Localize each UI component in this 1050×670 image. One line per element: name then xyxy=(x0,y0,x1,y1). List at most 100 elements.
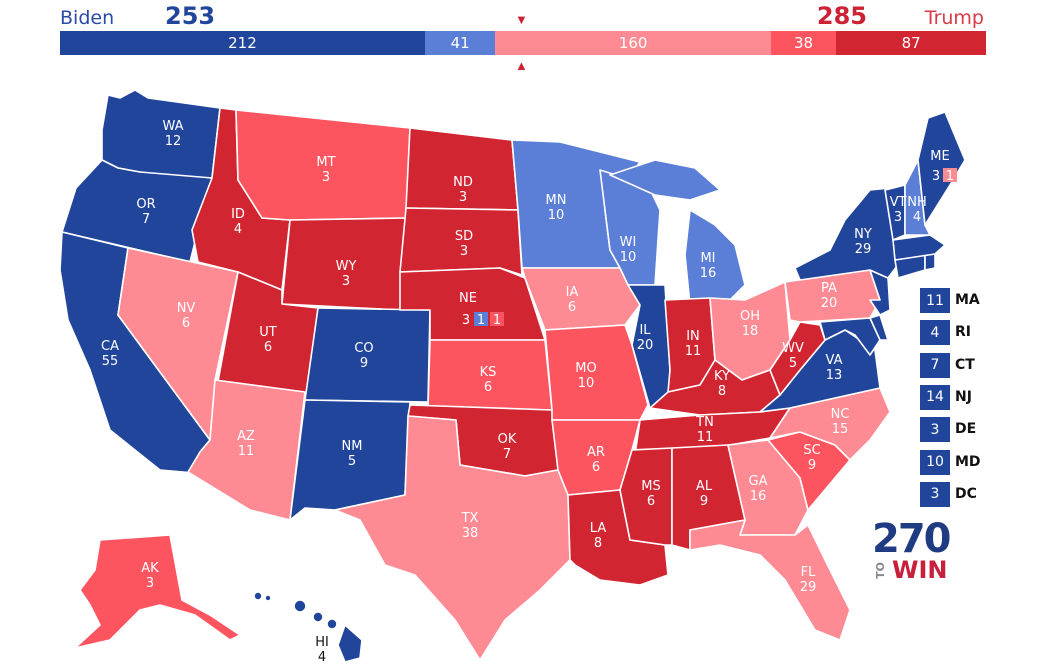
state-label-sd: SD xyxy=(455,229,473,244)
state-label-hi: HI xyxy=(315,635,329,650)
state-ev-sd: 3 xyxy=(460,244,468,259)
state-label-ks: KS xyxy=(480,365,497,380)
state-tx[interactable] xyxy=(334,415,571,661)
state-label-nh: NH xyxy=(907,195,927,210)
state-ev-tn: 11 xyxy=(697,430,714,445)
state-label-ky: KY xyxy=(714,369,730,384)
state-mi[interactable] xyxy=(684,209,746,306)
state-hi[interactable] xyxy=(253,591,363,663)
ne-district-box-rep[interactable] xyxy=(490,312,504,326)
state-label-oh: OH xyxy=(740,309,760,324)
state-ev-ky: 8 xyxy=(718,384,726,399)
state-label-ca: CA xyxy=(101,339,119,354)
bar-segment-lean-dem[interactable]: 41 xyxy=(424,31,496,55)
trump-name: Trump xyxy=(924,7,984,29)
state-label-nv: NV xyxy=(177,301,196,316)
small-state-abbr-dc: DC xyxy=(955,485,977,502)
state-ma[interactable] xyxy=(892,234,946,261)
midpoint-down-triangle-icon: ▼ xyxy=(515,12,528,27)
state-ev-wa: 12 xyxy=(165,134,182,149)
state-label-wa: WA xyxy=(162,119,183,134)
small-state-ev-md[interactable]: 10 xyxy=(920,449,950,475)
me-district-box-rep[interactable] xyxy=(943,168,957,182)
state-label-me: ME xyxy=(930,149,949,164)
state-label-tn: TN xyxy=(695,415,714,430)
state-sd[interactable] xyxy=(399,207,523,276)
small-state-ev-dc[interactable]: 3 xyxy=(920,481,950,507)
bar-segment-safe-rep[interactable]: 87 xyxy=(836,31,986,55)
state-ia[interactable] xyxy=(521,267,641,331)
state-ev-ne: 3 xyxy=(462,313,470,328)
small-state-ev-ct[interactable]: 7 xyxy=(920,352,950,378)
state-label-in: IN xyxy=(686,329,700,344)
state-label-ny: NY xyxy=(854,227,872,242)
state-label-il: IL xyxy=(639,323,651,338)
electoral-vote-bar: 212 41 160 38 87 xyxy=(60,31,986,55)
state-ev-mi: 16 xyxy=(700,266,717,281)
state-ev-va: 13 xyxy=(826,368,843,383)
state-label-ok: OK xyxy=(498,432,517,447)
state-label-ar: AR xyxy=(587,445,605,460)
state-ev-tx: 38 xyxy=(462,526,479,541)
state-mo[interactable] xyxy=(544,324,649,421)
state-ev-ks: 6 xyxy=(484,380,492,395)
state-label-az: AZ xyxy=(237,429,255,444)
bar-segment-lean-rep[interactable]: 160 xyxy=(495,31,771,55)
ne-district-box-dem[interactable] xyxy=(474,312,488,326)
state-label-vt: VT xyxy=(890,195,907,210)
small-state-abbr-ma: MA xyxy=(955,292,980,308)
state-label-wy: WY xyxy=(336,259,357,274)
state-ev-nd: 3 xyxy=(459,190,467,205)
bar-segment-label: 87 xyxy=(901,34,921,52)
state-label-ga: GA xyxy=(749,474,768,489)
state-ri[interactable] xyxy=(924,253,936,271)
state-label-mn: MN xyxy=(546,193,567,208)
state-label-nc: NC xyxy=(831,407,850,422)
state-ev-la: 8 xyxy=(594,536,602,551)
biden-electoral-total: 253 xyxy=(165,2,216,30)
state-mi-upper-peninsula[interactable] xyxy=(609,159,721,201)
me-district-ev: 1 xyxy=(946,169,954,184)
state-label-wi: WI xyxy=(620,235,637,250)
state-ev-ia: 6 xyxy=(568,300,576,315)
state-label-nm: NM xyxy=(342,439,363,454)
state-ev-oh: 18 xyxy=(742,324,759,339)
small-state-ev-de[interactable]: 3 xyxy=(920,417,950,443)
small-state-ev-ri[interactable]: 4 xyxy=(920,320,950,346)
state-label-wv: WV xyxy=(782,341,804,356)
state-ev-wi: 10 xyxy=(620,250,637,265)
state-ev-me: 3 xyxy=(932,169,940,184)
state-de[interactable] xyxy=(869,314,889,341)
state-az[interactable] xyxy=(187,379,306,521)
state-label-sc: SC xyxy=(803,443,820,458)
state-ev-al: 9 xyxy=(700,494,708,509)
state-me[interactable] xyxy=(917,111,966,226)
state-label-ne: NE xyxy=(459,291,477,306)
bar-segment-likely-rep[interactable]: 38 xyxy=(770,31,837,55)
state-label-co: CO xyxy=(354,341,373,356)
state-ak[interactable] xyxy=(74,534,241,649)
state-ev-id: 4 xyxy=(234,222,242,237)
bar-segment-safe-dem[interactable]: 212 xyxy=(60,31,425,55)
trump-electoral-total: 285 xyxy=(816,2,867,30)
state-ev-wv: 5 xyxy=(789,356,797,371)
state-fl[interactable] xyxy=(689,519,851,641)
state-ev-nh: 4 xyxy=(913,210,921,225)
state-ev-ut: 6 xyxy=(264,340,272,355)
biden-name: Biden xyxy=(60,7,115,29)
state-label-ak: AK xyxy=(141,561,159,576)
small-state-ev-ma[interactable]: 11 xyxy=(920,288,950,313)
state-label-al: AL xyxy=(696,479,713,494)
small-state-abbr-nj: NJ xyxy=(955,388,972,405)
state-ev-wy: 3 xyxy=(342,274,350,289)
state-ev-hi: 4 xyxy=(318,650,326,665)
state-wa[interactable] xyxy=(101,89,221,179)
bar-segment-label: 41 xyxy=(450,34,470,52)
state-label-mi: MI xyxy=(700,251,715,266)
small-state-ev-nj[interactable]: 14 xyxy=(920,384,950,410)
state-ev-nv: 6 xyxy=(182,316,190,331)
state-ev-in: 11 xyxy=(685,344,702,359)
ne-district-ev: 1 xyxy=(477,313,485,328)
state-ev-ak: 3 xyxy=(146,576,154,591)
state-ny[interactable] xyxy=(794,187,901,281)
